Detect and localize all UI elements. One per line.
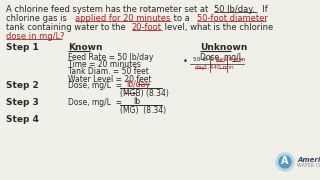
Text: 20-foot: 20-foot (132, 23, 162, 32)
Text: Feed Rate = 50 lb/day: Feed Rate = 50 lb/day (68, 53, 153, 62)
Text: Tank Diam. = 50 feet: Tank Diam. = 50 feet (68, 67, 149, 76)
Text: A: A (281, 156, 289, 166)
Text: American: American (297, 157, 320, 163)
Text: Time = 20 minutes: Time = 20 minutes (68, 60, 141, 69)
Circle shape (279, 156, 291, 168)
Text: Step 4: Step 4 (6, 115, 39, 124)
Text: Dose, mg/L  =: Dose, mg/L = (68, 98, 122, 107)
Text: lb/day: lb/day (126, 80, 150, 89)
Text: If: If (257, 5, 268, 14)
Text: Step 3: Step 3 (6, 98, 39, 107)
Text: Unknown: Unknown (200, 43, 247, 52)
Text: Dose, mg/L  =: Dose, mg/L = (68, 81, 122, 90)
Text: Dose, mg/L: Dose, mg/L (200, 53, 243, 62)
Text: Step 2: Step 2 (6, 81, 39, 90)
Text: Step 1: Step 1 (6, 43, 39, 52)
Text: Known: Known (68, 43, 102, 52)
Text: chlorine gas is: chlorine gas is (6, 14, 69, 23)
Text: •: • (183, 57, 188, 66)
Text: (MGB) (8.34): (MGB) (8.34) (120, 89, 169, 98)
Circle shape (276, 153, 294, 171)
Text: 50 lb: 50 lb (193, 57, 207, 62)
Text: 1,440 min: 1,440 min (204, 64, 233, 69)
Text: 1 day: 1 day (210, 57, 227, 62)
Text: A chlorine feed system has the rotameter set at: A chlorine feed system has the rotameter… (6, 5, 211, 14)
Text: dose in mg/L?: dose in mg/L? (6, 32, 65, 41)
Text: (MG)  (8.34): (MG) (8.34) (120, 106, 166, 115)
Text: Water Level = 20 feet: Water Level = 20 feet (68, 75, 151, 84)
Text: tank containing water to the: tank containing water to the (6, 23, 128, 32)
Text: applied for 20 minutes: applied for 20 minutes (75, 14, 171, 23)
Text: 20 min: 20 min (225, 57, 246, 62)
Text: lb: lb (133, 97, 140, 106)
Text: 50 lb/day.: 50 lb/day. (214, 5, 255, 14)
Text: level, what is the chlorine: level, what is the chlorine (162, 23, 273, 32)
Text: WATER COLLEGE: WATER COLLEGE (297, 163, 320, 168)
Text: 50-foot diameter: 50-foot diameter (197, 14, 268, 23)
Text: day: day (195, 64, 205, 69)
Text: to a: to a (171, 14, 192, 23)
